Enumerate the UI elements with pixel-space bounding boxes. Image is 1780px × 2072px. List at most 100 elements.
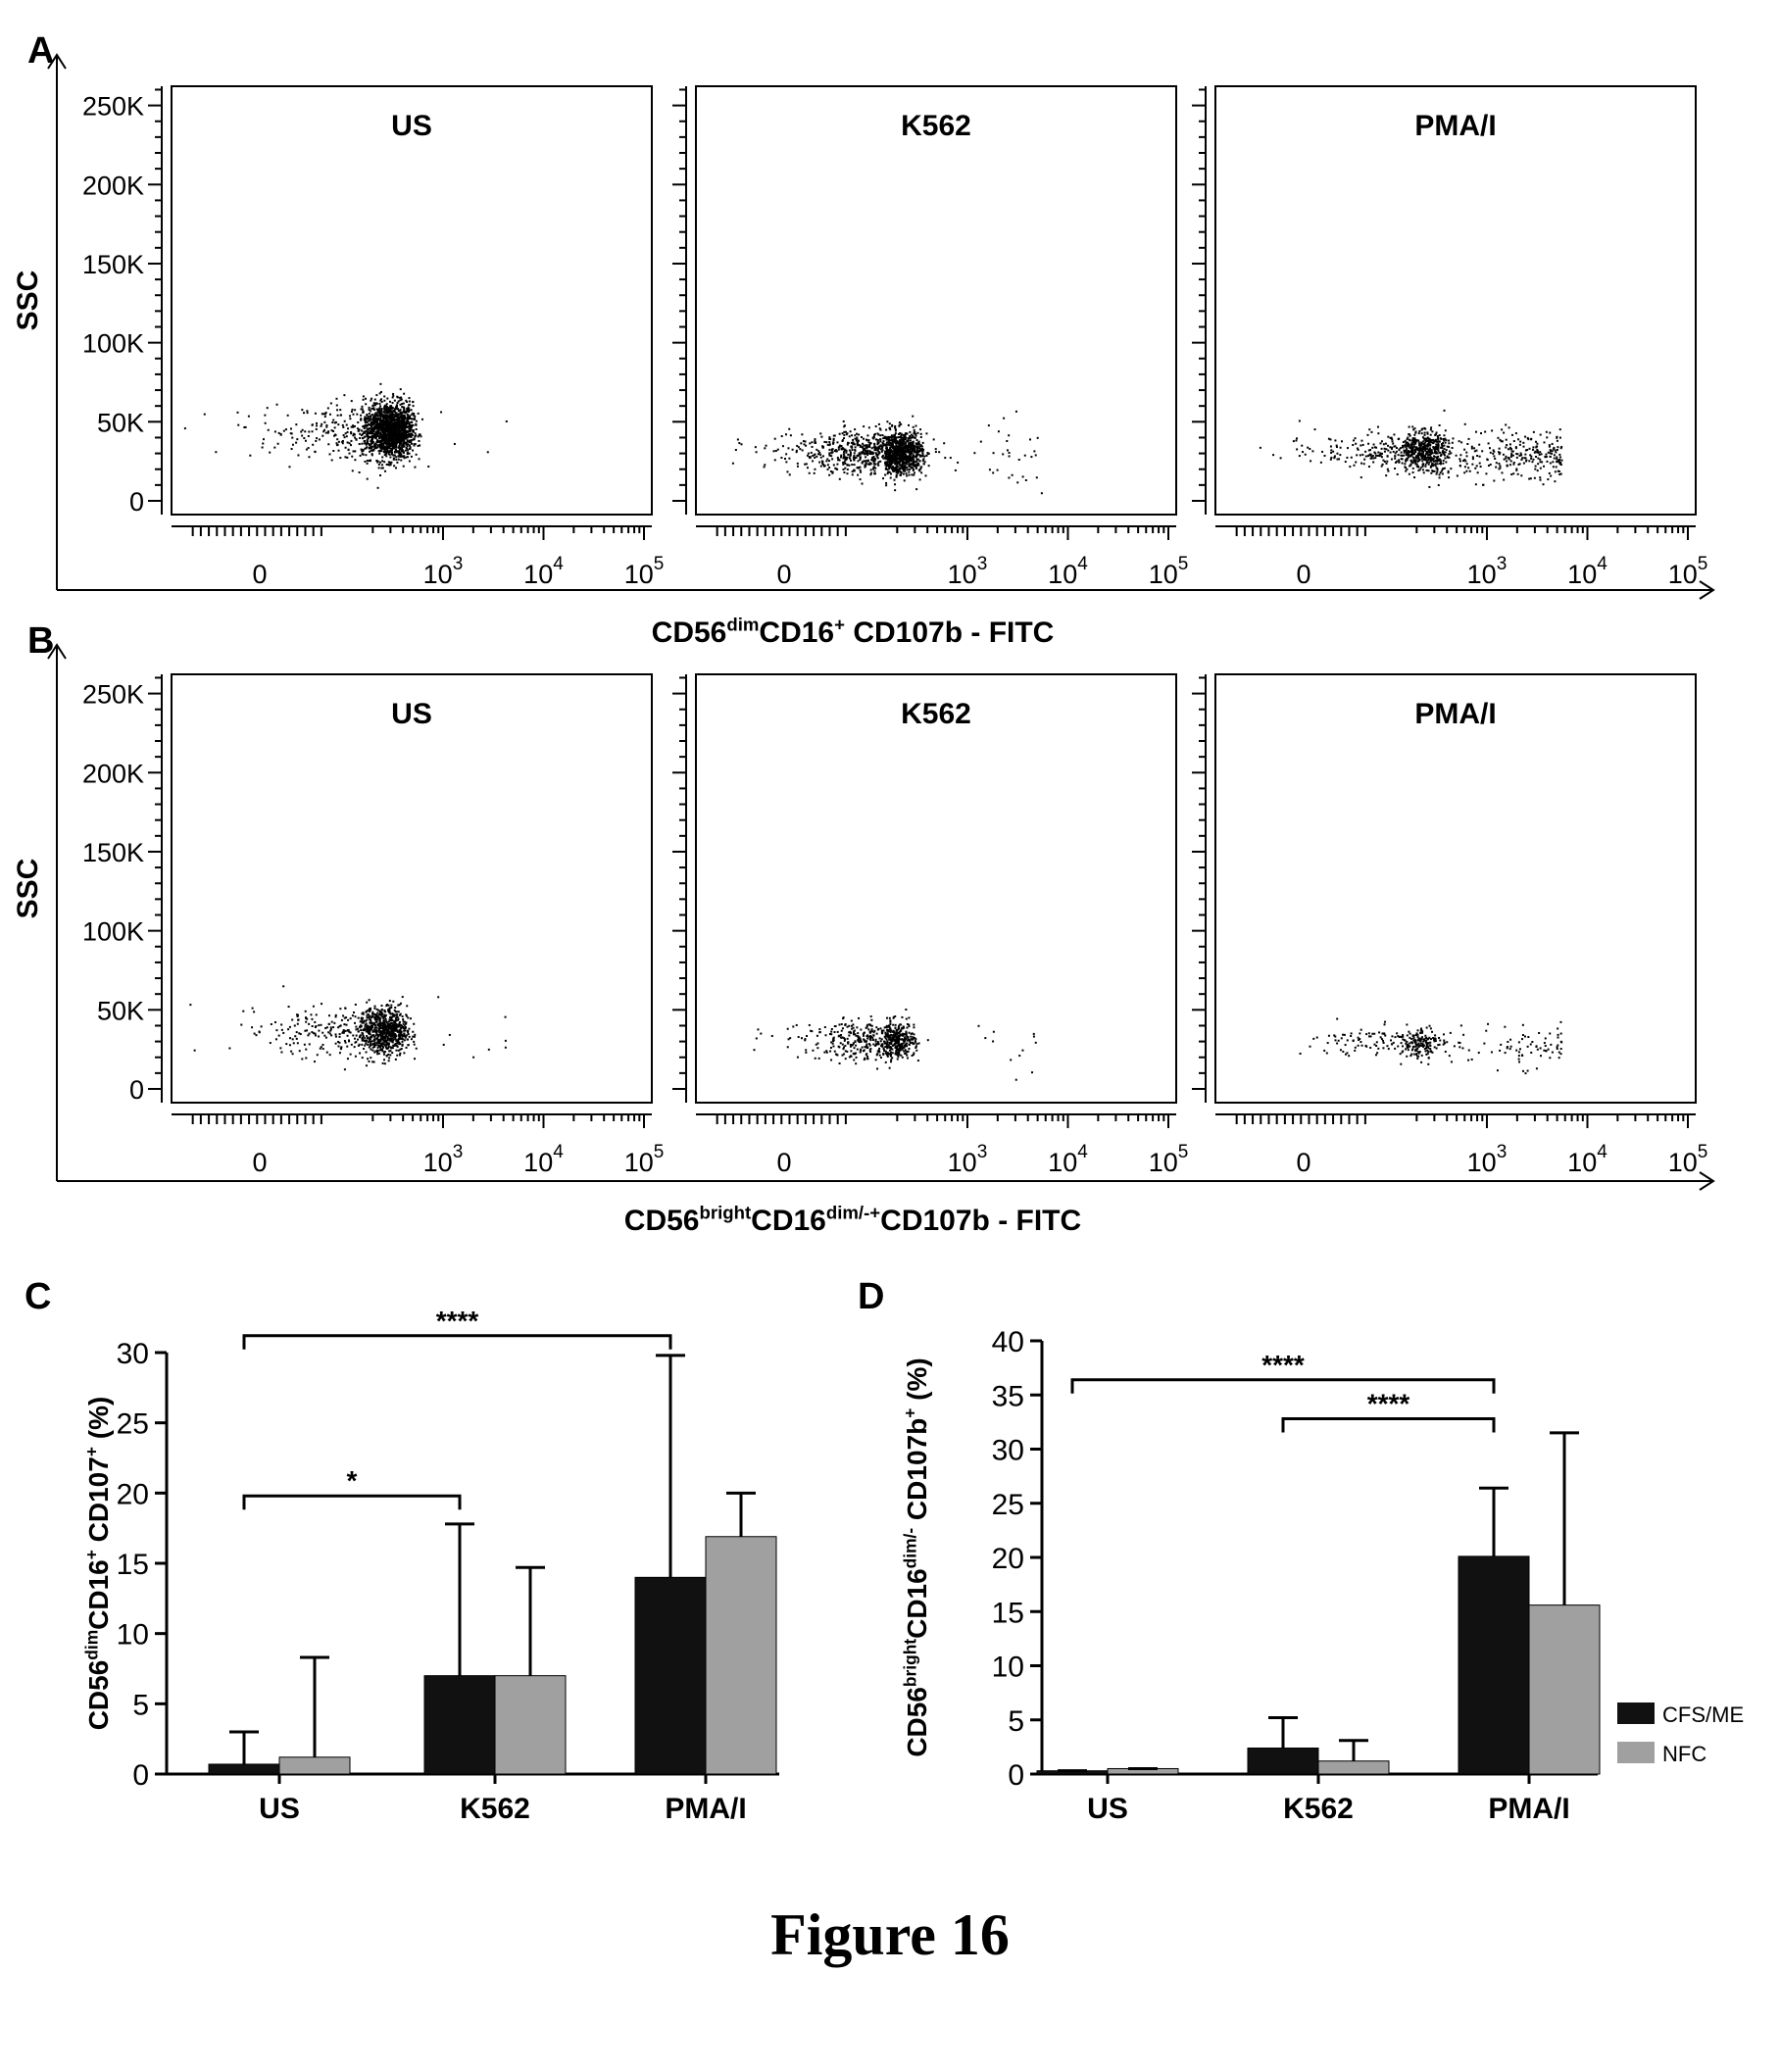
event-dot bbox=[393, 1022, 396, 1025]
event-dot bbox=[1506, 444, 1508, 447]
event-dot bbox=[374, 1037, 377, 1040]
event-dot bbox=[1474, 483, 1477, 486]
event-dot bbox=[398, 445, 401, 448]
event-dot bbox=[851, 446, 854, 449]
event-dot bbox=[910, 458, 913, 461]
event-dot bbox=[1409, 449, 1412, 452]
event-dot bbox=[405, 456, 408, 459]
event-dot bbox=[1522, 462, 1525, 465]
event-dot bbox=[906, 445, 909, 448]
event-dot bbox=[351, 469, 354, 472]
event-dot bbox=[853, 443, 856, 446]
event-dot bbox=[237, 423, 240, 426]
event-dot bbox=[371, 421, 374, 424]
event-dot bbox=[885, 453, 888, 456]
event-dot bbox=[900, 451, 903, 454]
event-dot bbox=[1433, 449, 1436, 452]
event-dot bbox=[833, 434, 836, 437]
event-dot bbox=[403, 424, 406, 427]
event-dot bbox=[381, 1050, 384, 1053]
event-dot bbox=[1394, 445, 1397, 448]
event-dot bbox=[1456, 474, 1459, 477]
event-dot bbox=[392, 1036, 395, 1039]
event-dot bbox=[316, 421, 319, 424]
event-dot bbox=[859, 466, 862, 469]
event-dot bbox=[871, 453, 874, 456]
event-dot bbox=[1438, 434, 1441, 437]
event-dot bbox=[410, 455, 413, 458]
event-dot bbox=[1420, 428, 1423, 431]
event-dot bbox=[1508, 464, 1511, 467]
event-dot bbox=[1530, 457, 1533, 460]
event-dot bbox=[397, 400, 400, 403]
event-dot bbox=[372, 430, 375, 433]
event-dot bbox=[859, 458, 862, 461]
event-dot bbox=[1409, 434, 1411, 437]
x-tick-base: 10 bbox=[523, 1148, 553, 1177]
event-dot bbox=[394, 426, 397, 429]
event-dot bbox=[1412, 452, 1415, 455]
event-dot bbox=[354, 450, 357, 453]
event-dot bbox=[387, 1010, 390, 1012]
event-dot bbox=[1426, 431, 1429, 434]
event-dot bbox=[1413, 476, 1416, 479]
event-dot bbox=[900, 436, 903, 439]
event-dot bbox=[314, 412, 317, 415]
event-dot bbox=[854, 448, 857, 451]
event-dot bbox=[858, 467, 861, 469]
event-dot bbox=[305, 1048, 308, 1051]
event-dot bbox=[1467, 437, 1470, 440]
event-dot bbox=[398, 1013, 401, 1016]
event-dot bbox=[371, 431, 373, 434]
event-dot bbox=[319, 1047, 321, 1050]
event-dot bbox=[326, 431, 329, 434]
event-dot bbox=[393, 442, 396, 445]
event-dot bbox=[877, 441, 880, 444]
event-dot bbox=[1354, 437, 1357, 440]
event-dot bbox=[408, 400, 411, 403]
event-dot bbox=[902, 438, 905, 441]
event-dot bbox=[1400, 454, 1403, 457]
event-dot bbox=[1008, 451, 1011, 454]
event-dot bbox=[920, 445, 923, 448]
event-dot bbox=[414, 418, 417, 420]
event-dot bbox=[369, 419, 371, 421]
event-dot bbox=[327, 1022, 330, 1025]
event-dot bbox=[1414, 441, 1417, 444]
event-dot bbox=[915, 447, 918, 450]
event-dot bbox=[397, 1025, 400, 1028]
event-dot bbox=[1336, 452, 1339, 455]
y-tick-label: 200K bbox=[82, 759, 144, 788]
event-dot bbox=[1505, 455, 1508, 458]
event-dot bbox=[383, 441, 386, 444]
event-dot bbox=[1436, 463, 1439, 466]
event-dot bbox=[383, 451, 386, 454]
event-dot bbox=[884, 455, 887, 458]
event-dot bbox=[377, 1052, 380, 1055]
event-dot bbox=[881, 456, 884, 459]
event-dot bbox=[809, 442, 812, 445]
event-dot bbox=[906, 474, 909, 477]
event-dot bbox=[382, 442, 385, 445]
event-dot bbox=[897, 469, 900, 472]
event-dot bbox=[400, 444, 403, 447]
event-dot bbox=[1024, 478, 1027, 481]
event-dot bbox=[391, 449, 394, 452]
event-dot bbox=[865, 449, 867, 452]
event-dot bbox=[321, 1043, 324, 1046]
event-dot bbox=[401, 447, 404, 450]
event-dot bbox=[183, 427, 186, 430]
event-dot bbox=[1519, 440, 1522, 443]
event-dot bbox=[406, 445, 409, 448]
event-dot bbox=[380, 1009, 383, 1011]
event-dot bbox=[848, 456, 851, 459]
event-dot bbox=[334, 1013, 337, 1016]
x-tick-base: 10 bbox=[1567, 560, 1597, 589]
event-dot bbox=[1418, 459, 1421, 462]
event-dot bbox=[1420, 441, 1423, 444]
event-dot bbox=[898, 423, 901, 426]
event-dot bbox=[394, 1042, 397, 1045]
event-dot bbox=[365, 403, 368, 406]
event-dot bbox=[379, 425, 382, 428]
event-dot bbox=[1356, 454, 1359, 457]
